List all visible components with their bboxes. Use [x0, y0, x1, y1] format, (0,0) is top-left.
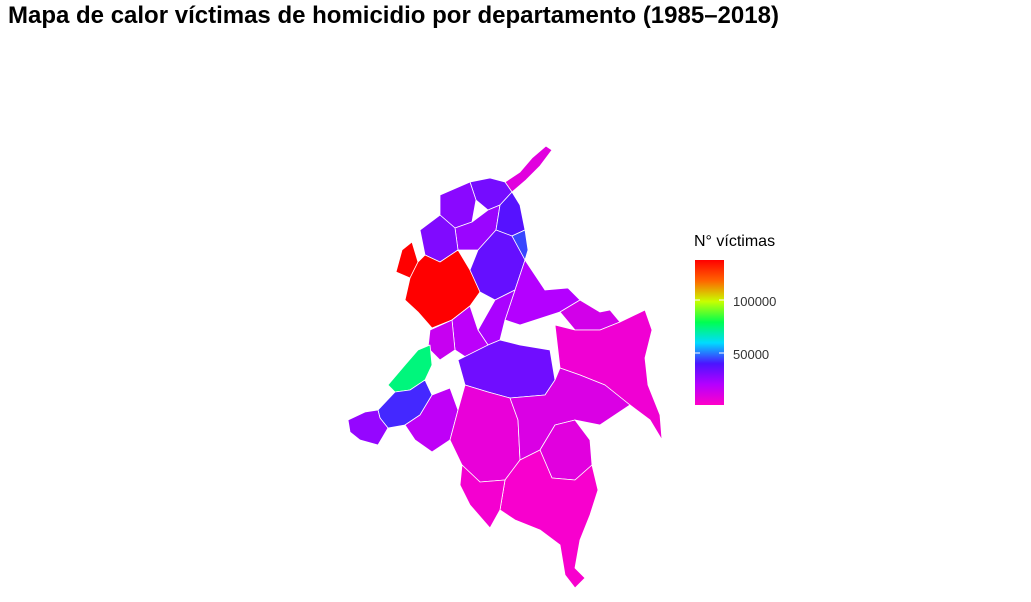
- chart-title: Mapa de calor víctimas de homicidio por …: [8, 2, 779, 29]
- department-region-26: [459, 464, 506, 529]
- department-region-15: [427, 319, 456, 361]
- legend-tick-label-50000: 50000: [733, 347, 770, 362]
- legend-tick-label-100000: 100000: [733, 294, 777, 309]
- department-region-25: [499, 449, 599, 589]
- department-region-1: [504, 145, 553, 193]
- legend-title: N° víctimas: [694, 233, 776, 250]
- department-regions: [347, 145, 663, 589]
- department-region-7: [395, 241, 419, 279]
- legend-colorbar: [695, 260, 724, 405]
- department-region-18: [347, 409, 389, 446]
- department-region-21: [449, 384, 521, 483]
- department-region-10: [511, 229, 529, 261]
